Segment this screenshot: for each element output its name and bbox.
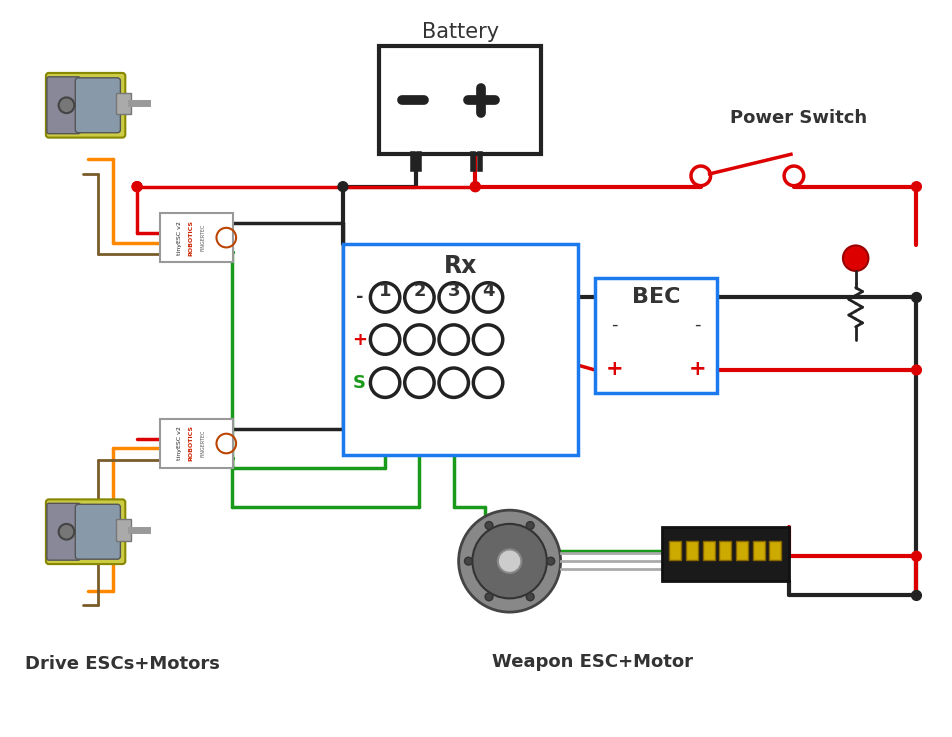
Circle shape: [486, 593, 493, 601]
Text: tinyESC v2: tinyESC v2: [177, 427, 182, 461]
Circle shape: [59, 97, 74, 113]
Circle shape: [498, 549, 522, 573]
Circle shape: [370, 368, 400, 397]
Text: FINGERTEC: FINGERTEC: [200, 430, 206, 457]
Circle shape: [912, 365, 922, 375]
Text: BEC: BEC: [632, 287, 681, 307]
FancyBboxPatch shape: [595, 278, 718, 394]
FancyBboxPatch shape: [736, 540, 748, 560]
Circle shape: [370, 325, 400, 354]
Text: FINGERTEC: FINGERTEC: [200, 224, 206, 251]
Circle shape: [912, 590, 922, 601]
FancyBboxPatch shape: [47, 503, 80, 560]
Circle shape: [473, 283, 503, 312]
FancyBboxPatch shape: [47, 77, 80, 133]
Text: 1: 1: [379, 282, 391, 299]
Text: ROBOTICS: ROBOTICS: [188, 220, 193, 256]
FancyBboxPatch shape: [46, 500, 126, 564]
Text: Power Switch: Power Switch: [730, 109, 867, 127]
Circle shape: [405, 368, 434, 397]
FancyBboxPatch shape: [686, 540, 698, 560]
Circle shape: [405, 283, 434, 312]
Circle shape: [439, 283, 468, 312]
Text: 4: 4: [482, 282, 494, 299]
FancyBboxPatch shape: [720, 540, 731, 560]
FancyBboxPatch shape: [379, 46, 541, 154]
Circle shape: [691, 166, 710, 186]
Circle shape: [439, 325, 468, 354]
Circle shape: [459, 510, 561, 612]
Circle shape: [843, 245, 868, 271]
FancyBboxPatch shape: [160, 419, 233, 468]
FancyBboxPatch shape: [75, 78, 120, 133]
FancyBboxPatch shape: [46, 73, 126, 138]
FancyBboxPatch shape: [343, 245, 578, 455]
Text: Battery: Battery: [422, 22, 499, 42]
Circle shape: [470, 182, 480, 192]
FancyBboxPatch shape: [753, 540, 764, 560]
Circle shape: [370, 283, 400, 312]
Text: 2: 2: [413, 282, 426, 299]
Circle shape: [59, 524, 74, 539]
Circle shape: [132, 182, 142, 192]
Text: ROBOTICS: ROBOTICS: [188, 425, 193, 461]
Circle shape: [472, 524, 546, 598]
Text: tinyESC v2: tinyESC v2: [177, 220, 182, 254]
Circle shape: [439, 368, 468, 397]
Text: +: +: [689, 359, 706, 379]
Text: Weapon ESC+Motor: Weapon ESC+Motor: [492, 653, 693, 671]
FancyBboxPatch shape: [75, 504, 120, 559]
FancyBboxPatch shape: [662, 527, 789, 581]
Circle shape: [486, 522, 493, 529]
Circle shape: [912, 551, 922, 561]
Text: 3: 3: [447, 282, 460, 299]
Circle shape: [526, 522, 534, 529]
FancyBboxPatch shape: [669, 540, 682, 560]
Circle shape: [912, 293, 922, 302]
Text: S: S: [353, 374, 367, 391]
Text: +: +: [605, 359, 624, 379]
FancyBboxPatch shape: [115, 93, 131, 114]
Text: -: -: [611, 316, 618, 334]
Circle shape: [465, 557, 472, 565]
Circle shape: [405, 325, 434, 354]
FancyBboxPatch shape: [160, 213, 233, 262]
Text: +: +: [352, 331, 367, 349]
Circle shape: [473, 368, 503, 397]
Text: -: -: [356, 288, 364, 307]
FancyBboxPatch shape: [703, 540, 715, 560]
Text: -: -: [695, 316, 701, 334]
Circle shape: [546, 557, 555, 565]
Circle shape: [338, 182, 347, 192]
Text: Drive ESCs+Motors: Drive ESCs+Motors: [25, 655, 220, 673]
Circle shape: [132, 182, 142, 192]
Circle shape: [912, 182, 922, 192]
FancyBboxPatch shape: [769, 540, 782, 560]
Circle shape: [784, 166, 803, 186]
FancyBboxPatch shape: [115, 519, 131, 540]
Circle shape: [526, 593, 534, 601]
Circle shape: [473, 325, 503, 354]
Circle shape: [470, 182, 480, 192]
Text: Rx: Rx: [444, 254, 477, 278]
